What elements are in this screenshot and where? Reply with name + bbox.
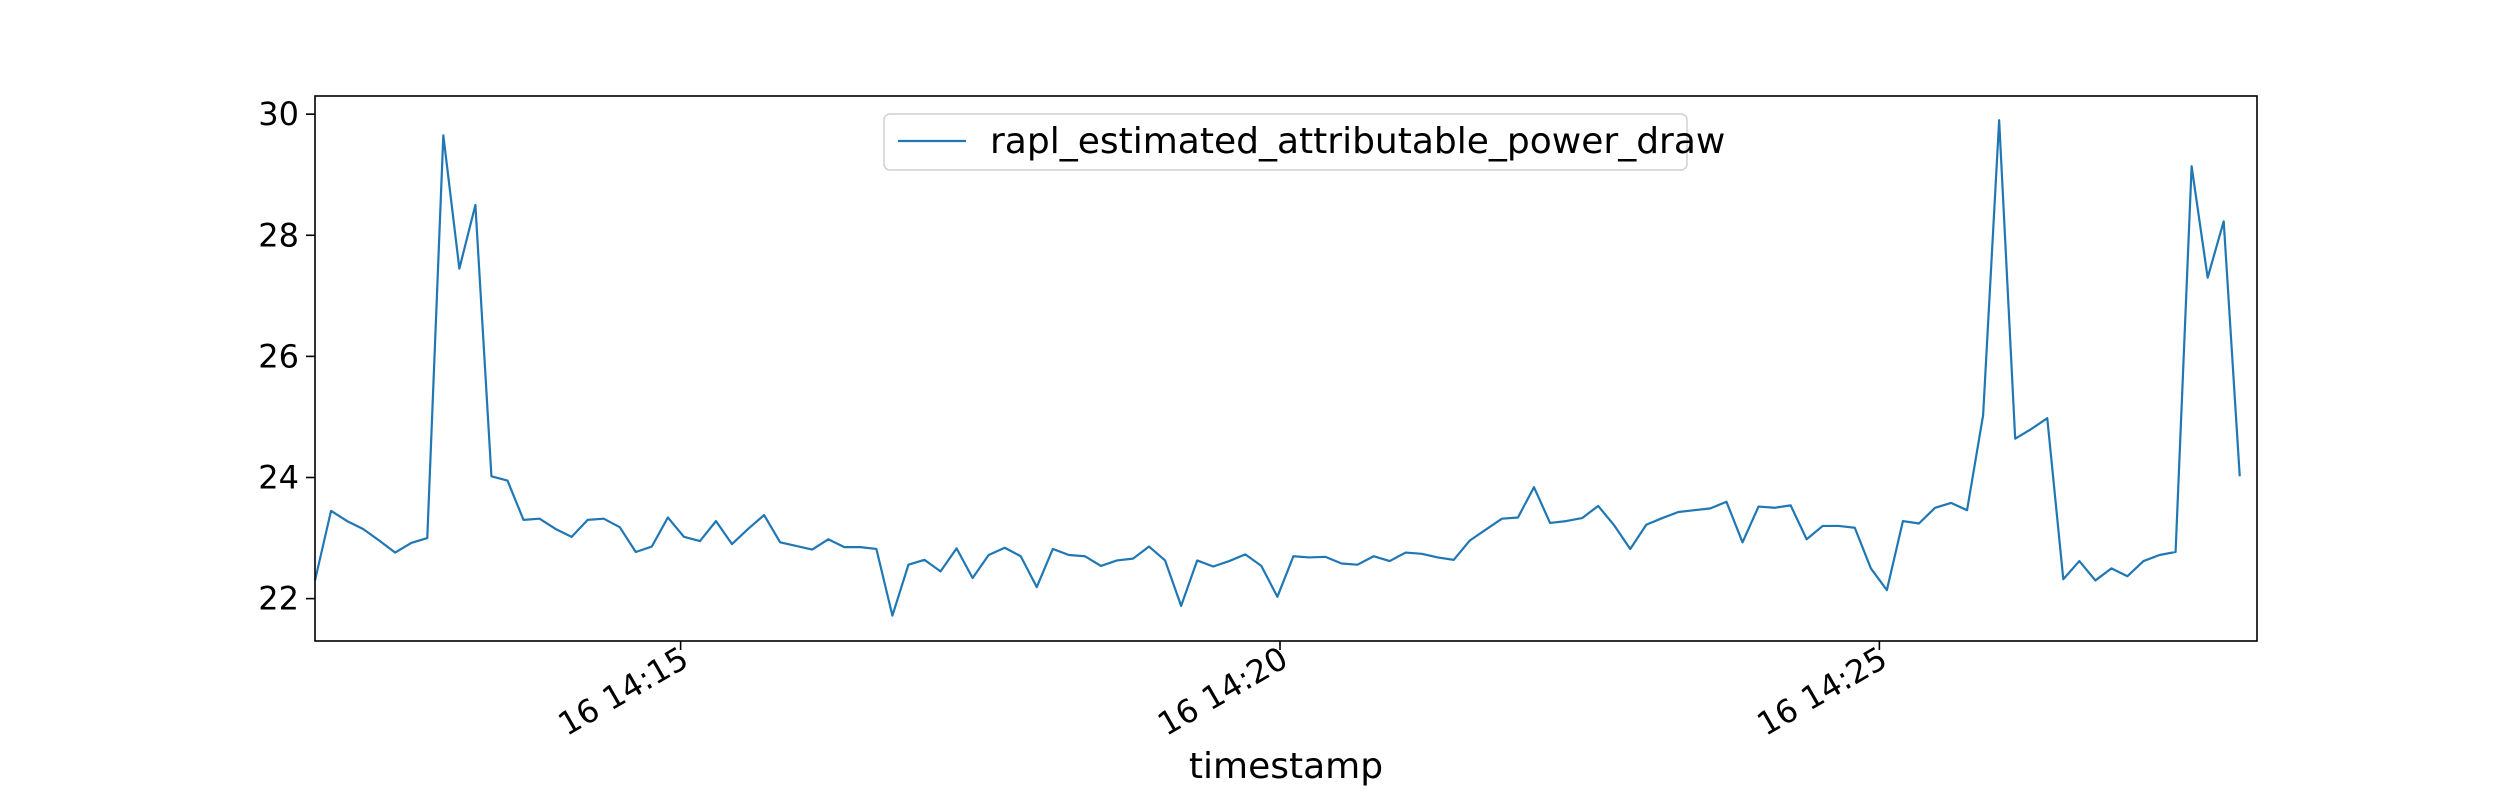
y-tick-label: 26 xyxy=(258,337,299,375)
x-tick-label: 16 14:15 xyxy=(552,639,695,743)
y-tick-label: 28 xyxy=(258,216,299,254)
x-tick-label: 16 14:20 xyxy=(1151,639,1294,743)
legend-box xyxy=(883,113,1688,171)
legend: rapl_estimated_attributable_power_draw xyxy=(883,113,1725,171)
y-axis: 22 24 26 28 30 xyxy=(258,95,315,618)
plot-area xyxy=(315,96,2257,641)
plot-frame xyxy=(314,95,2258,642)
series-line xyxy=(313,119,2241,617)
legend-label: rapl_estimated_attributable_power_draw xyxy=(990,121,1725,162)
x-tick-label: 16 14:25 xyxy=(1750,639,1893,743)
y-tick-label: 22 xyxy=(258,580,299,618)
y-tick-label: 24 xyxy=(258,459,299,497)
x-axis: 16 14:15 16 14:20 16 14:25 xyxy=(552,639,1894,743)
y-tick-label: 30 xyxy=(258,95,299,133)
x-axis-label: timestamp xyxy=(1189,746,1383,787)
